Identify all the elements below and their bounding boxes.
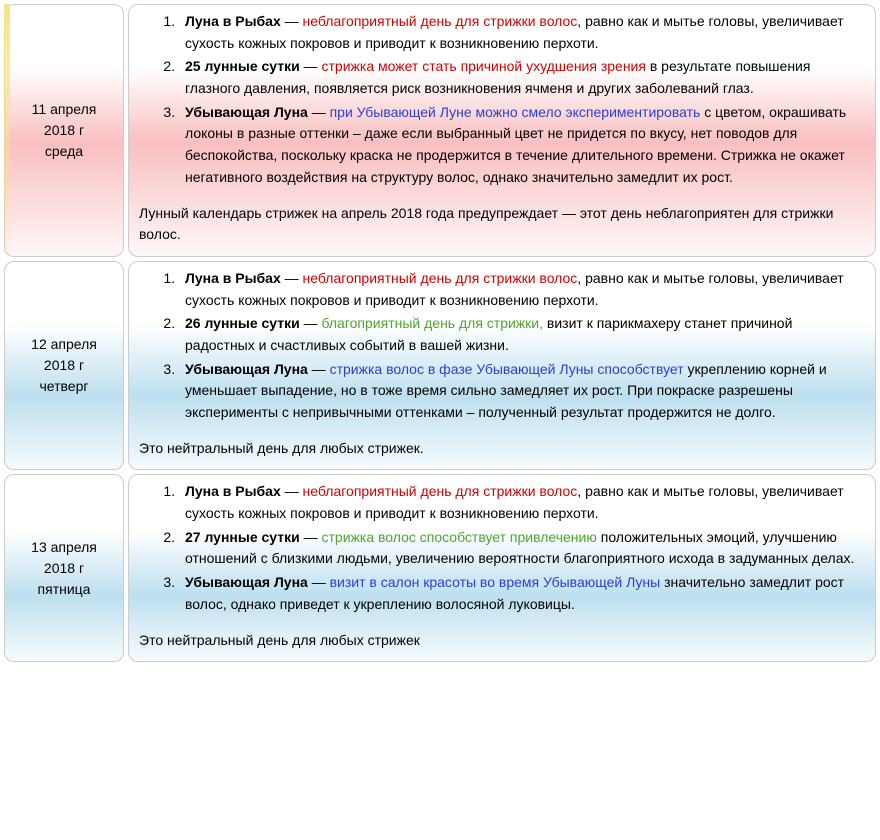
decorative-left-bar — [4, 4, 10, 284]
date-line: 2018 г — [44, 120, 84, 141]
item-title: Убывающая Луна — [185, 104, 308, 120]
calendar-row: 13 апреля2018 гпятница Луна в Рыбах — не… — [4, 474, 876, 662]
date-weekday: пятница — [38, 579, 91, 600]
highlight-text: стрижка волос в фазе Убывающей Луны спос… — [330, 361, 684, 377]
list-item: 25 лунные сутки — стрижка может стать пр… — [179, 56, 865, 99]
list-item: Луна в Рыбах — неблагоприятный день для … — [179, 268, 865, 311]
highlight-text: стрижка волос способствует привлечению — [322, 529, 597, 545]
date-cell: 13 апреля2018 гпятница — [4, 474, 124, 662]
item-title: 26 лунные сутки — [185, 315, 300, 331]
date-line: 2018 г — [44, 355, 84, 376]
highlight-text: при Убывающей Луне можно смело экспериме… — [330, 104, 701, 120]
content-cell: Луна в Рыбах — неблагоприятный день для … — [128, 4, 876, 257]
list-item: Убывающая Луна — при Убывающей Луне можн… — [179, 102, 865, 189]
content-cell: Луна в Рыбах — неблагоприятный день для … — [128, 261, 876, 471]
item-title: Убывающая Луна — [185, 574, 308, 590]
highlight-text: неблагоприятный день для стрижки волос — [303, 13, 578, 29]
list-item: Луна в Рыбах — неблагоприятный день для … — [179, 11, 865, 54]
date-weekday: четверг — [40, 376, 89, 397]
item-list: Луна в Рыбах — неблагоприятный день для … — [135, 268, 865, 424]
date-line: 11 апреля — [32, 99, 97, 120]
list-item: Убывающая Луна — визит в салон красоты в… — [179, 572, 865, 615]
dash: — — [281, 13, 303, 29]
date-line: 12 апреля — [31, 334, 97, 355]
dash: — — [300, 315, 322, 331]
highlight-text: визит в салон красоты во время Убывающей… — [330, 574, 661, 590]
summary-text: Это нейтральный день для любых стрижек. — [135, 438, 865, 460]
date-weekday: среда — [45, 141, 83, 162]
highlight-text: благоприятный день для стрижки, — [322, 315, 544, 331]
item-list: Луна в Рыбах — неблагоприятный день для … — [135, 11, 865, 189]
calendar-table: 11 апреля2018 гсреда Луна в Рыбах — небл… — [4, 4, 876, 662]
list-item: 27 лунные сутки — стрижка волос способст… — [179, 527, 865, 570]
date-line: 2018 г — [44, 558, 84, 579]
highlight-text: стрижка может стать причиной ухудшения з… — [322, 58, 646, 74]
summary-text: Это нейтральный день для любых стрижек — [135, 630, 865, 652]
dash: — — [308, 361, 330, 377]
highlight-text: неблагоприятный день для стрижки волос — [303, 483, 578, 499]
list-item: Убывающая Луна — стрижка волос в фазе Уб… — [179, 359, 865, 424]
summary-text: Лунный календарь стрижек на апрель 2018 … — [135, 203, 865, 246]
item-title: Луна в Рыбах — [185, 483, 281, 499]
dash: — — [308, 104, 330, 120]
calendar-row: 12 апреля2018 гчетверг Луна в Рыбах — не… — [4, 261, 876, 471]
dash: — — [308, 574, 330, 590]
item-title: Убывающая Луна — [185, 361, 308, 377]
dash: — — [300, 58, 322, 74]
date-cell: 12 апреля2018 гчетверг — [4, 261, 124, 471]
dash: — — [281, 270, 303, 286]
highlight-text: неблагоприятный день для стрижки волос — [303, 270, 578, 286]
content-cell: Луна в Рыбах — неблагоприятный день для … — [128, 474, 876, 662]
list-item: 26 лунные сутки — благоприятный день для… — [179, 313, 865, 356]
dash: — — [281, 483, 303, 499]
date-cell: 11 апреля2018 гсреда — [4, 4, 124, 257]
item-title: Луна в Рыбах — [185, 270, 281, 286]
dash: — — [300, 529, 322, 545]
calendar-row: 11 апреля2018 гсреда Луна в Рыбах — небл… — [4, 4, 876, 257]
item-title: 27 лунные сутки — [185, 529, 300, 545]
date-line: 13 апреля — [31, 537, 97, 558]
list-item: Луна в Рыбах — неблагоприятный день для … — [179, 481, 865, 524]
item-list: Луна в Рыбах — неблагоприятный день для … — [135, 481, 865, 615]
item-title: 25 лунные сутки — [185, 58, 300, 74]
item-title: Луна в Рыбах — [185, 13, 281, 29]
